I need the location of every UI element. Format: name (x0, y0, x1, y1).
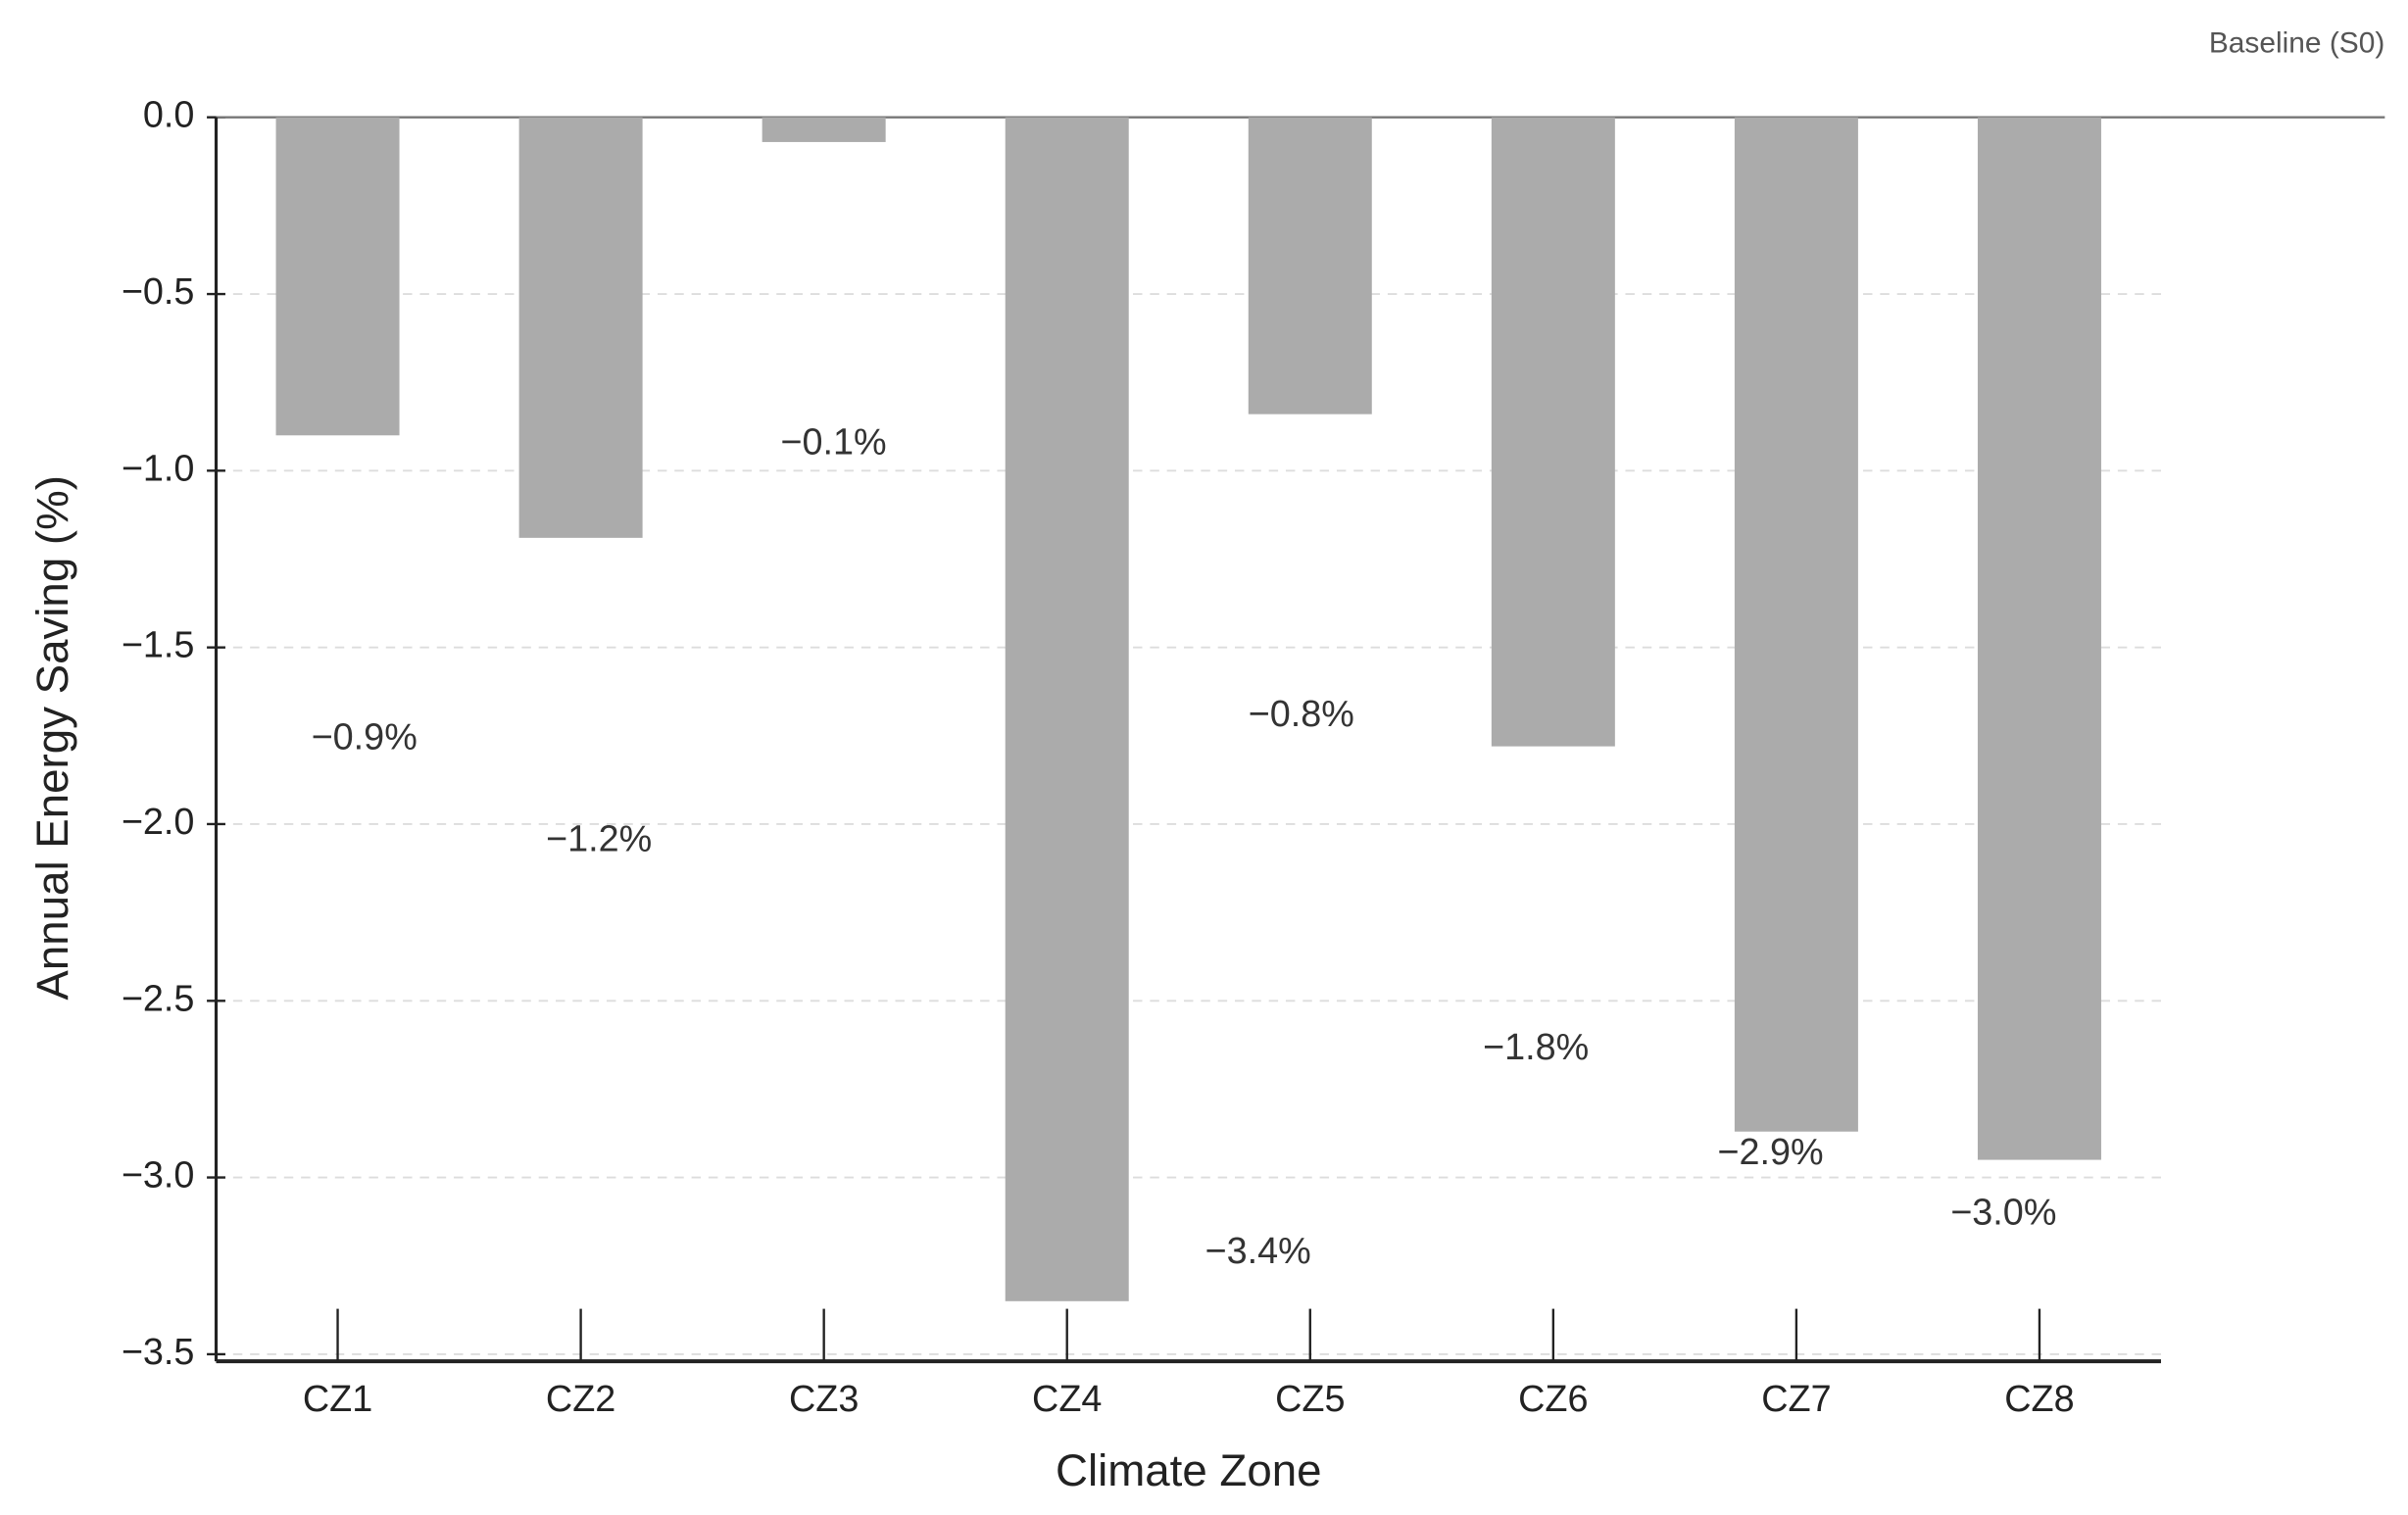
x-tick-label: CZ3 (789, 1379, 859, 1420)
bar (1005, 117, 1129, 1301)
y-tick-label: −1.5 (122, 625, 195, 666)
y-tick-label: 0.0 (143, 95, 195, 136)
y-tick-label: −2.0 (122, 802, 195, 843)
x-tick-label: CZ2 (546, 1379, 615, 1420)
x-axis-label: Climate Zone (1056, 1445, 1322, 1495)
y-tick-label: −0.5 (122, 271, 195, 313)
x-tick-label: CZ5 (1275, 1379, 1345, 1420)
bar (1491, 117, 1615, 747)
value-label: −2.9% (1717, 1132, 1823, 1173)
value-label: −0.1% (780, 422, 886, 464)
bar (1248, 117, 1372, 415)
bar (275, 117, 400, 436)
x-tick-label: CZ1 (303, 1379, 372, 1420)
annotation: Baseline (S0) (2209, 27, 2385, 60)
bar (762, 117, 886, 142)
x-tick-label: CZ7 (1761, 1379, 1831, 1420)
y-tick-label: −2.5 (122, 978, 195, 1019)
y-tick-label: −1.0 (122, 448, 195, 489)
bar (1734, 117, 1858, 1132)
y-axis-label: Annual Energy Saving (%) (27, 475, 77, 1000)
y-tick-label: −3.5 (122, 1332, 195, 1373)
x-tick-label: CZ8 (2004, 1379, 2074, 1420)
x-tick-label: CZ6 (1518, 1379, 1588, 1420)
bar (1977, 117, 2101, 1160)
value-label: −0.8% (1249, 694, 1354, 735)
x-tick-label: CZ4 (1032, 1379, 1102, 1420)
value-label: −3.0% (1950, 1192, 2056, 1233)
value-label: −3.4% (1205, 1231, 1311, 1272)
bar (518, 117, 643, 538)
value-label: −0.9% (312, 716, 418, 758)
value-label: −1.2% (546, 818, 652, 859)
value-label: −1.8% (1483, 1027, 1589, 1068)
y-tick-label: −3.0 (122, 1155, 195, 1197)
